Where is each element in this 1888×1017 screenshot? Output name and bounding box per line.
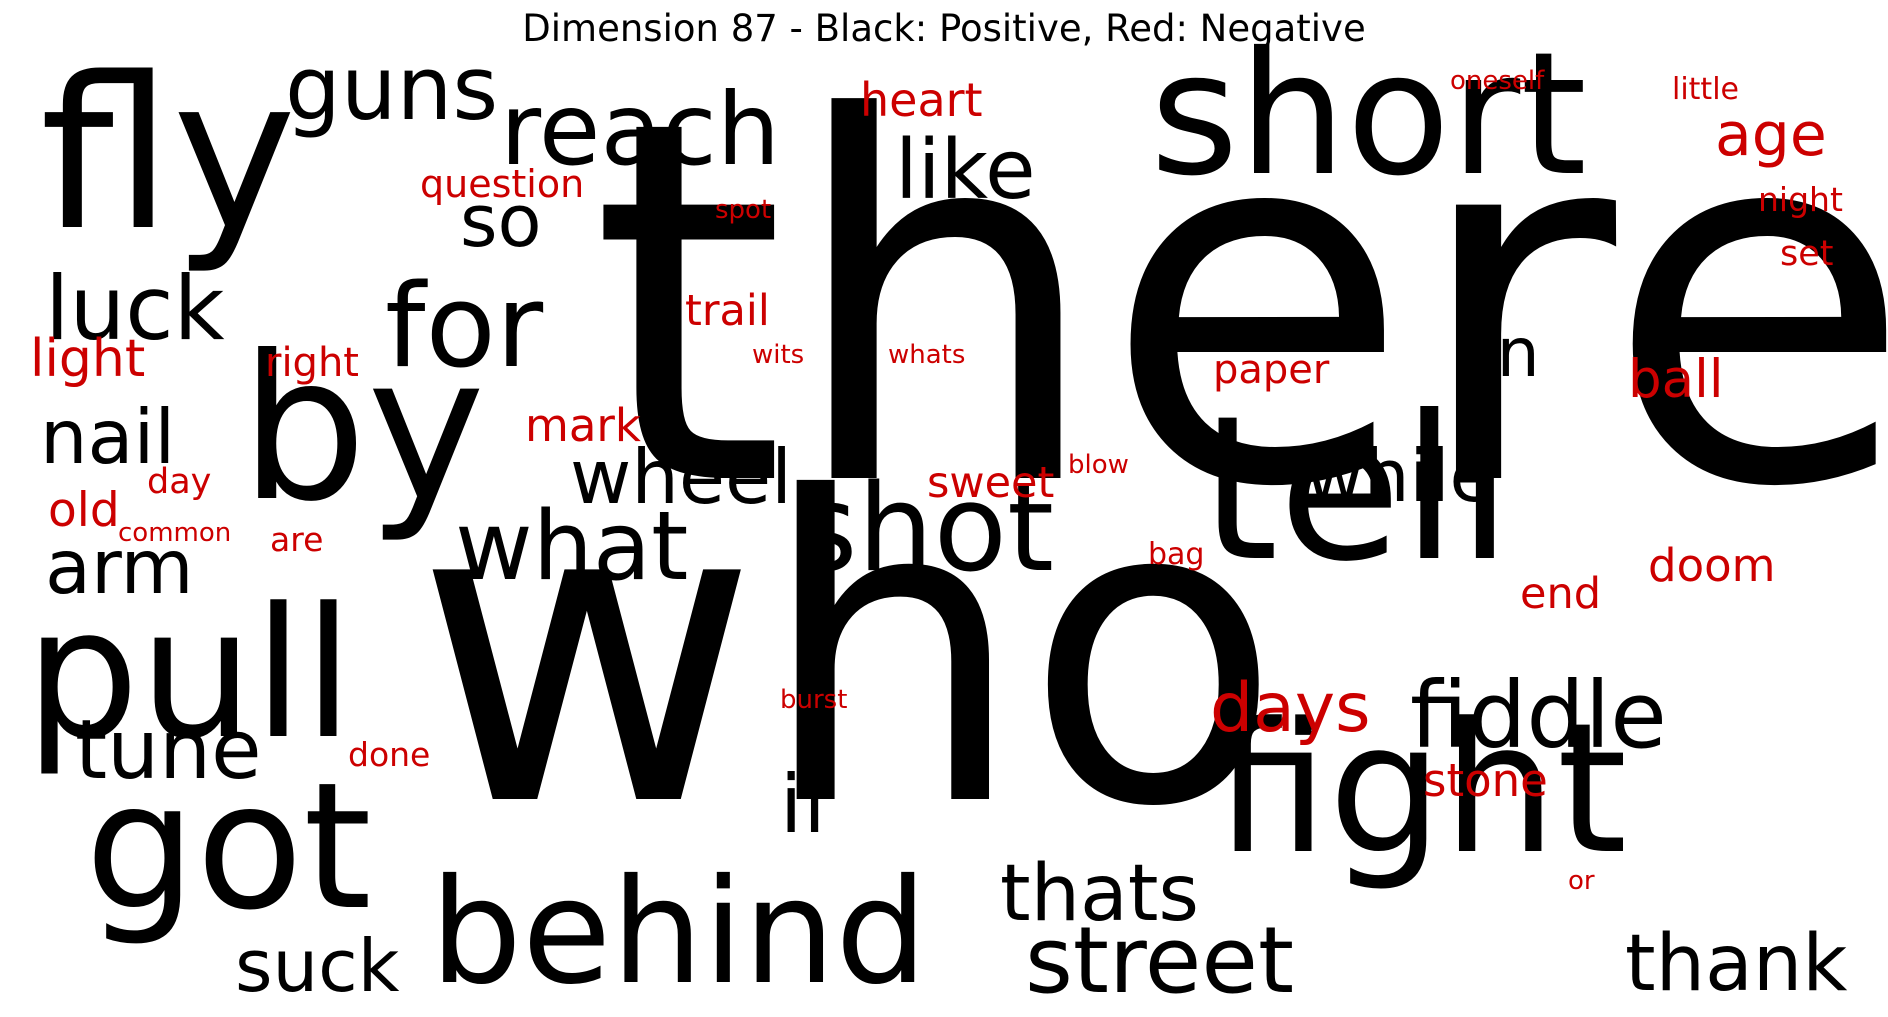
word-while: while	[1305, 434, 1494, 518]
word-common: common	[118, 518, 232, 548]
word-day: day	[147, 462, 212, 502]
word-arm: arm	[45, 523, 194, 611]
word-bag: bag	[1148, 537, 1205, 572]
word-tell: tell	[1200, 373, 1513, 606]
word-little: little	[1672, 72, 1739, 107]
word-like: like	[895, 123, 1036, 218]
word-oneself: oneself	[1450, 66, 1545, 96]
word-what: what	[455, 492, 689, 602]
word-wits: wits	[752, 340, 805, 370]
word-heart: heart	[860, 73, 983, 127]
word-on: on	[1455, 314, 1540, 393]
word-sweet: sweet	[927, 458, 1055, 508]
word-so: so	[460, 179, 542, 263]
word-if: if	[780, 758, 831, 851]
word-trail: trail	[685, 286, 770, 336]
word-are: are	[270, 520, 324, 559]
word-ball: ball	[1628, 349, 1724, 410]
word-old: old	[48, 483, 120, 538]
word-doom: doom	[1648, 539, 1776, 592]
word-blow: blow	[1068, 450, 1129, 480]
word-burst: burst	[780, 685, 848, 715]
word-suck: suck	[235, 924, 400, 1008]
word-question: question	[420, 162, 585, 206]
word-right: right	[265, 340, 359, 386]
word-night: night	[1758, 180, 1843, 219]
word-pull: pull	[25, 570, 354, 779]
word-nail: nail	[40, 393, 176, 481]
word-guns: guns	[285, 37, 499, 140]
chart-title: Dimension 87 - Black: Positive, Red: Neg…	[522, 7, 1366, 50]
word-paper: paper	[1213, 347, 1330, 393]
word-thats: thats	[1000, 849, 1200, 939]
word-by: by	[240, 313, 486, 546]
word-tune: tune	[75, 703, 262, 798]
word-there: there	[590, 14, 1888, 596]
word-done: done	[348, 735, 431, 774]
word-spot: spot	[715, 195, 772, 225]
word-end: end	[1520, 569, 1602, 619]
word-short: short	[1150, 16, 1587, 214]
word-street: street	[1025, 907, 1295, 1014]
word-wheel: wheel	[570, 433, 792, 521]
word-light: light	[30, 329, 146, 389]
word-age: age	[1715, 100, 1827, 170]
word-thank: thank	[1625, 919, 1848, 1009]
word-for: for	[385, 260, 544, 394]
word-behind: behind	[430, 848, 928, 1017]
word-shot: shot	[795, 460, 1055, 599]
word-fly: fly	[40, 32, 297, 277]
word-reach: reach	[500, 71, 781, 188]
word-fight: fight	[1215, 685, 1628, 894]
word-mark: mark	[525, 399, 641, 452]
word-days: days	[1210, 669, 1371, 748]
word-or: or	[1568, 866, 1595, 896]
word-fiddle: fiddle	[1410, 662, 1667, 769]
word-set: set	[1780, 234, 1834, 274]
word-who: who	[415, 410, 1282, 899]
word-luck: luck	[45, 257, 225, 360]
word-got: got	[85, 746, 372, 949]
word-stone: stone	[1423, 754, 1548, 807]
word-whats: whats	[888, 340, 966, 370]
